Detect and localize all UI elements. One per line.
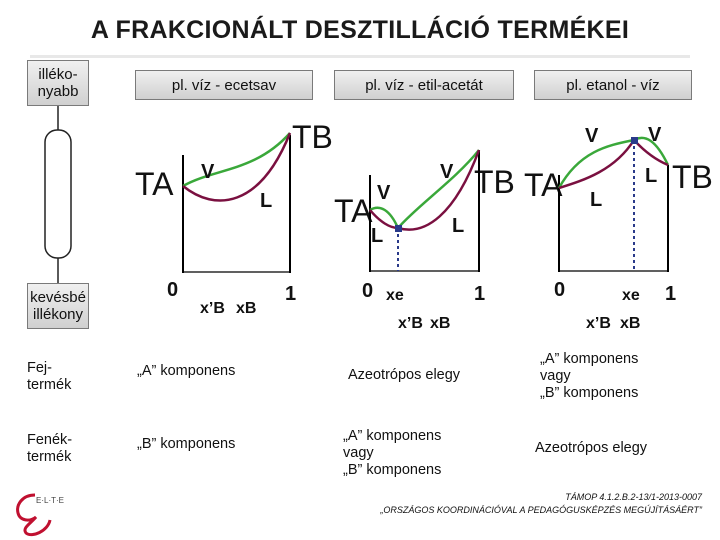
head-col1: „A” komponens [137, 363, 236, 379]
d2-v2-label: V [440, 161, 454, 183]
d3-v1-label: V [585, 125, 599, 147]
d3-x-prime-label: x’B [586, 315, 611, 332]
d3-v2-label: V [648, 124, 662, 146]
d1-x-prime-label: x’B [200, 300, 225, 317]
volatility-bottom-label: kevésbé illékony [30, 289, 86, 323]
bottom-col2: „A” komponens vagy „B” komponens [343, 428, 442, 478]
distillation-column-icon [44, 106, 72, 283]
d2-x-prime-label: x’B [398, 315, 423, 332]
d3-l2-label: L [645, 165, 657, 187]
bottom-col3: Azeotrópos elegy [535, 440, 648, 456]
d1-ta-label: TA [135, 166, 174, 202]
header-col3-label: pl. etanol - víz [566, 77, 660, 94]
d3-ta-label: TA [524, 167, 563, 203]
header-box-col1: pl. víz - ecetsav [135, 70, 313, 100]
d2-x-min: 0 [362, 280, 373, 302]
slide-title: A FRAKCIONÁLT DESZTILLÁCIÓ TERMÉKEI [90, 16, 630, 44]
volatility-bottom-box: kevésbé illékony [27, 283, 89, 329]
elte-logo-text: E·L·T·E [36, 496, 64, 505]
d1-l-label: L [260, 190, 272, 212]
d1-v-label: V [201, 161, 215, 183]
volatility-top-box: illéko- nyabb [27, 60, 89, 106]
d3-tb-label: TB [672, 159, 713, 195]
d2-ta-label: TA [334, 193, 373, 229]
d2-tb-label: TB [474, 164, 515, 200]
elte-logo-mark [16, 493, 52, 537]
d3-x-min: 0 [554, 279, 565, 301]
d2-xe-label: xe [386, 287, 404, 304]
head-col3: „A” komponens vagy „B” komponens [540, 351, 639, 401]
d2-l1-label: L [371, 225, 383, 247]
diagram-3: TA TB V V L L 0 xe 1 x’B xB [524, 124, 713, 332]
d1-x-max: 1 [285, 283, 296, 305]
d2-x-max: 1 [474, 283, 485, 305]
d3-azeotrope-marker [631, 137, 638, 144]
d2-azeotrope-marker [395, 225, 402, 232]
d3-x-max: 1 [665, 283, 676, 305]
elte-logo: E·L·T·E [16, 493, 64, 537]
d1-vapor-curve [182, 132, 291, 188]
header-box-col3: pl. etanol - víz [534, 70, 692, 100]
d3-x-label: xB [620, 315, 640, 332]
header-col1-label: pl. víz - ecetsav [171, 77, 277, 94]
d3-l1-label: L [590, 189, 602, 211]
diagram-2: TA TB V V L L 0 xe 1 x’B xB [334, 149, 515, 332]
volatility-top-label: illéko- nyabb [37, 66, 79, 100]
d1-x-label: xB [236, 300, 256, 317]
row-bottom-label: Fenék- termék [27, 432, 73, 465]
title-divider [30, 55, 690, 58]
d2-x-label: xB [430, 315, 450, 332]
header-box-col2: pl. víz - etil-acetát [334, 70, 514, 100]
footer-project-code: TÁMOP 4.1.2.B.2-13/1-2013-0007 [565, 492, 702, 502]
row-head-label: Fej- termék [27, 360, 72, 393]
d1-x-min: 0 [167, 279, 178, 301]
diagram-1: TA TB V L 0 1 x’B xB [135, 119, 333, 317]
d2-vapor-curve [369, 149, 480, 231]
d2-liquid-curve [369, 149, 481, 231]
d1-liquid-curve [182, 132, 292, 202]
d3-xe-label: xe [622, 287, 640, 304]
d1-tb-label: TB [292, 119, 333, 155]
bottom-col1: „B” komponens [137, 436, 236, 452]
head-col2: Azeotrópos elegy [348, 367, 461, 383]
d2-l2-label: L [452, 215, 464, 237]
d2-v1-label: V [377, 182, 391, 204]
header-col2-label: pl. víz - etil-acetát [365, 77, 483, 94]
footer-project-title: „ORSZÁGOS KOORDINÁCIÓVAL A PEDAGÓGUSKÉPZ… [380, 505, 702, 515]
